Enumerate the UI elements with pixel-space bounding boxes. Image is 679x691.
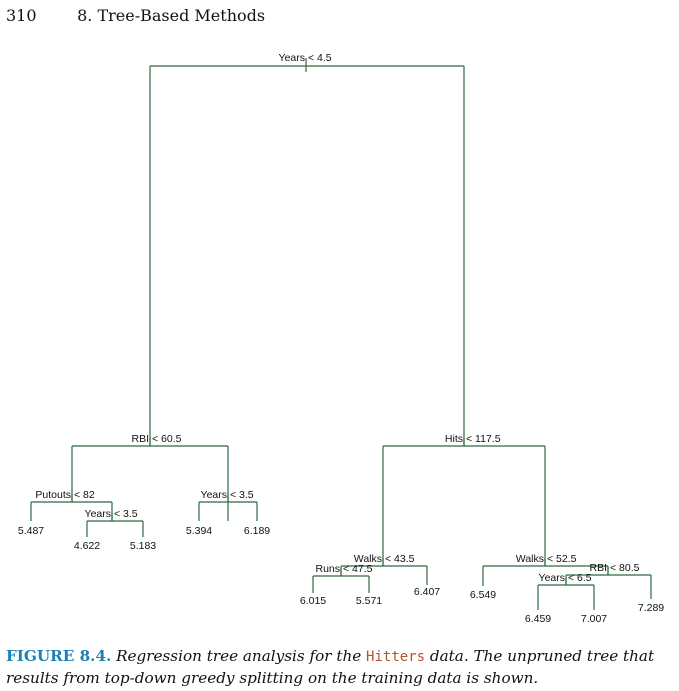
leaf-value-RLLL: 6.015 (300, 595, 326, 607)
split-variable-RRRL: Years (539, 572, 565, 584)
figure-label: FIGURE 8.4. (6, 647, 112, 665)
split-variable-RL: Walks (354, 553, 382, 565)
split-threshold-root: < 4.5 (308, 52, 332, 64)
leaf-value-RRRR: 7.289 (638, 602, 664, 614)
split-variable-LL: Putouts (35, 489, 71, 501)
caption-text-before: Regression tree analysis for the (111, 647, 367, 665)
split-threshold-RLL: < 47.5 (343, 563, 373, 575)
split-variable-L: RBI (131, 433, 149, 445)
split-threshold-RL: < 43.5 (385, 553, 415, 565)
dataset-name: Hitters (366, 649, 426, 665)
split-variable-root: Years (279, 52, 305, 64)
split-variable-LR: Years (201, 489, 227, 501)
split-threshold-RRR: < 80.5 (610, 562, 640, 574)
page-number: 310 (6, 6, 37, 25)
split-threshold-L: < 60.5 (152, 433, 182, 445)
leaf-value-LLRL: 4.622 (74, 540, 100, 552)
leaf-value-RRRLR: 7.007 (581, 613, 607, 625)
chapter-title: 8. Tree-Based Methods (77, 6, 266, 25)
split-threshold-R: < 117.5 (466, 433, 501, 445)
page-header: 310 8. Tree-Based Methods (6, 6, 265, 25)
split-threshold-LL: < 82 (74, 489, 95, 501)
split-threshold-LLR: < 3.5 (114, 508, 138, 520)
leaf-value-LLRR: 5.183 (130, 540, 156, 552)
leaf-value-LLL: 5.487 (18, 525, 44, 537)
figure-caption: FIGURE 8.4. Regression tree analysis for… (6, 646, 674, 689)
split-variable-LLR: Years (85, 508, 111, 520)
leaf-value-LRR: 6.189 (244, 525, 270, 537)
split-variable-RRR: RBI (589, 562, 607, 574)
leaf-value-RLR: 6.407 (414, 586, 440, 598)
split-variable-RR: Walks (516, 553, 544, 565)
caption-text-after: data. The unpruned tree that results fro… (6, 647, 655, 687)
tree-branches (30, 58, 652, 610)
split-threshold-LR: < 3.5 (230, 489, 254, 501)
leaf-value-LRL: 5.394 (186, 525, 212, 537)
leaf-value-RLLR: 5.571 (356, 595, 382, 607)
split-threshold-RRRL: < 6.5 (568, 572, 592, 584)
split-variable-RLL: Runs (315, 563, 340, 575)
leaf-value-RRL: 6.549 (470, 589, 496, 601)
split-threshold-RR: < 52.5 (547, 553, 577, 565)
split-variable-R: Hits (445, 433, 463, 445)
leaf-value-RRRLL: 6.459 (525, 613, 551, 625)
